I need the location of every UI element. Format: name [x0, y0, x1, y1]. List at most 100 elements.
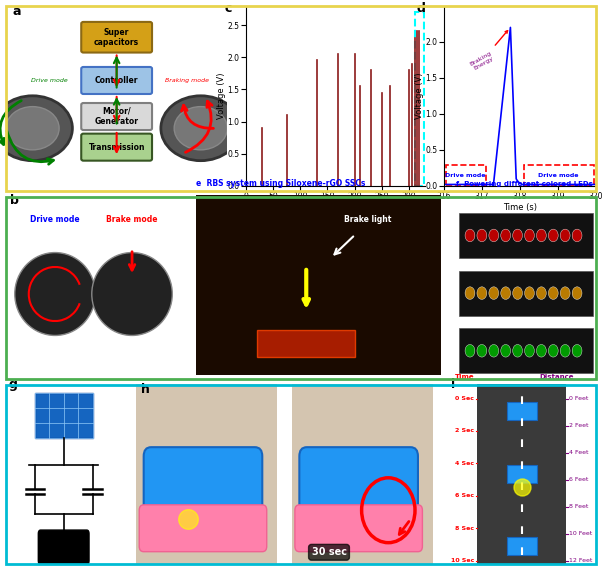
Circle shape — [477, 344, 487, 357]
Circle shape — [6, 107, 59, 150]
FancyBboxPatch shape — [81, 133, 152, 161]
Text: Motor/
Generator: Motor/ Generator — [95, 107, 138, 126]
Circle shape — [548, 344, 558, 357]
Text: 2 Feet: 2 Feet — [569, 423, 589, 428]
Bar — [292, 384, 433, 564]
Bar — [459, 328, 593, 373]
Point — [184, 515, 193, 524]
Circle shape — [572, 229, 582, 242]
FancyBboxPatch shape — [524, 165, 594, 185]
Circle shape — [548, 229, 558, 242]
FancyBboxPatch shape — [81, 22, 152, 52]
Circle shape — [92, 253, 172, 336]
Text: 🚕: 🚕 — [57, 536, 70, 556]
Text: 8 Sec: 8 Sec — [455, 526, 474, 531]
Circle shape — [548, 287, 558, 299]
Text: a: a — [13, 5, 21, 18]
Text: 8 Feet: 8 Feet — [569, 504, 589, 509]
Circle shape — [524, 229, 535, 242]
Text: i: i — [451, 378, 455, 390]
Bar — [136, 384, 277, 564]
Bar — [507, 465, 536, 483]
Text: Drive mode: Drive mode — [30, 215, 80, 224]
Text: 12 Feet: 12 Feet — [569, 558, 592, 563]
Text: 0 Sec: 0 Sec — [455, 396, 474, 401]
Circle shape — [572, 344, 582, 357]
Text: b: b — [10, 194, 19, 207]
Bar — [477, 384, 566, 564]
Text: d: d — [417, 2, 426, 15]
Text: Distance: Distance — [539, 374, 574, 380]
Circle shape — [560, 287, 570, 299]
Text: 4 Sec: 4 Sec — [455, 461, 474, 466]
FancyBboxPatch shape — [81, 67, 152, 94]
Circle shape — [0, 96, 72, 161]
Text: c: c — [224, 2, 232, 15]
Bar — [415, 12, 424, 186]
Text: 6 Feet: 6 Feet — [569, 477, 589, 482]
Text: 2 Sec: 2 Sec — [455, 429, 474, 433]
FancyBboxPatch shape — [139, 505, 267, 552]
Text: Controller: Controller — [95, 76, 138, 85]
Text: Super
capacitors: Super capacitors — [94, 27, 139, 47]
Circle shape — [465, 287, 475, 299]
Text: 10 Sec: 10 Sec — [451, 558, 474, 563]
Bar — [459, 271, 593, 316]
X-axis label: Time (s): Time (s) — [318, 202, 353, 211]
Text: h: h — [141, 383, 149, 396]
Text: Brake mode: Brake mode — [107, 215, 158, 224]
FancyBboxPatch shape — [81, 103, 152, 130]
Circle shape — [572, 287, 582, 299]
Text: Time: Time — [455, 374, 475, 380]
Text: f  Powering different colored LEDs: f Powering different colored LEDs — [456, 181, 593, 187]
Circle shape — [489, 344, 498, 357]
Text: 4 Feet: 4 Feet — [569, 450, 589, 455]
Circle shape — [489, 229, 498, 242]
FancyBboxPatch shape — [446, 165, 486, 185]
Circle shape — [501, 287, 510, 299]
Text: Drive mode: Drive mode — [31, 78, 68, 83]
Circle shape — [501, 344, 510, 357]
Circle shape — [15, 253, 95, 336]
Bar — [507, 402, 536, 420]
Bar — [459, 213, 593, 258]
Bar — [507, 538, 536, 555]
Circle shape — [513, 229, 523, 242]
FancyBboxPatch shape — [39, 530, 89, 564]
Circle shape — [524, 287, 535, 299]
Circle shape — [477, 287, 487, 299]
Point — [517, 482, 527, 491]
FancyBboxPatch shape — [144, 447, 262, 538]
Text: e  RBS system using Siloxene-rGO SSCs: e RBS system using Siloxene-rGO SSCs — [196, 179, 365, 188]
Circle shape — [501, 229, 510, 242]
Circle shape — [536, 344, 546, 357]
Text: Transmission: Transmission — [88, 142, 145, 152]
Text: 10 Feet: 10 Feet — [569, 531, 592, 536]
Circle shape — [524, 344, 535, 357]
Circle shape — [536, 287, 546, 299]
Circle shape — [513, 344, 523, 357]
Circle shape — [489, 287, 498, 299]
Text: Braking
Energy: Braking Energy — [469, 31, 507, 72]
FancyBboxPatch shape — [299, 447, 418, 538]
Circle shape — [536, 229, 546, 242]
Circle shape — [477, 229, 487, 242]
Text: Drive mode: Drive mode — [538, 173, 578, 178]
Bar — [35, 393, 93, 438]
Text: Brake light: Brake light — [344, 215, 391, 224]
Y-axis label: Voltage (V): Voltage (V) — [415, 72, 424, 119]
FancyBboxPatch shape — [295, 505, 423, 552]
Text: Braking mode: Braking mode — [166, 78, 209, 83]
Circle shape — [465, 229, 475, 242]
Text: 6 Sec: 6 Sec — [455, 493, 474, 498]
Circle shape — [560, 229, 570, 242]
Circle shape — [465, 344, 475, 357]
Y-axis label: Voltage (V): Voltage (V) — [217, 72, 226, 119]
Bar — [257, 330, 355, 357]
X-axis label: Time (s): Time (s) — [503, 202, 537, 211]
Circle shape — [513, 287, 523, 299]
Text: Drive mode: Drive mode — [445, 173, 486, 178]
Circle shape — [560, 344, 570, 357]
Circle shape — [174, 107, 228, 150]
Text: 0 Feet: 0 Feet — [569, 396, 589, 401]
